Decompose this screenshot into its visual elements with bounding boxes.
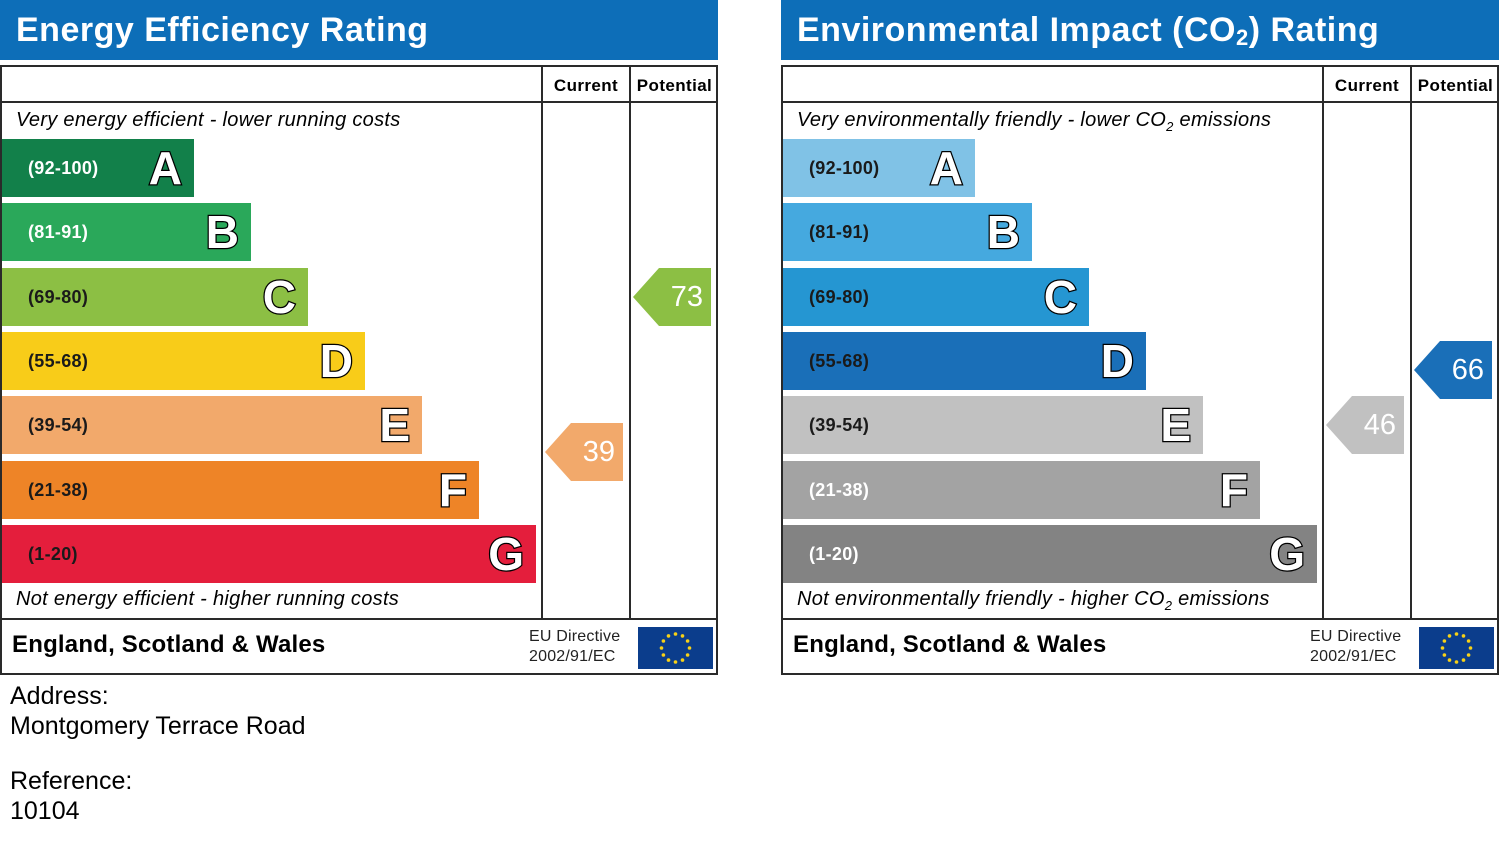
- eu-star: [1454, 660, 1459, 664]
- band-f: (21-38) F: [2, 460, 479, 519]
- band-range-label: (1-20): [28, 543, 78, 564]
- column-current: Current: [553, 76, 619, 95]
- eu-star: [1440, 646, 1445, 650]
- band-e: (39-54) E: [783, 396, 1203, 455]
- eu-star: [673, 632, 678, 636]
- current-rating-arrow: 39: [545, 423, 623, 482]
- band-letter: A: [148, 141, 184, 196]
- band-letter: E: [1159, 398, 1192, 453]
- eu-star: [1466, 639, 1471, 643]
- band-range-label: (21-38): [809, 479, 870, 500]
- footer-country: England, Scotland & Wales: [793, 631, 1107, 658]
- band-b: (81-91) B: [2, 203, 251, 262]
- bottom-note: Not energy efficient - higher running co…: [16, 588, 400, 610]
- reference-label: Reference:: [10, 767, 133, 795]
- band-range-label: (55-68): [809, 350, 870, 371]
- band-letter: D: [319, 334, 355, 389]
- eu-star: [685, 653, 690, 657]
- band-range-label: (39-54): [809, 415, 870, 436]
- band-letter: C: [1043, 269, 1079, 324]
- band-range-label: (92-100): [28, 158, 99, 178]
- band-letter: C: [262, 269, 298, 324]
- eu-star: [687, 646, 692, 650]
- potential-rating-arrow: 73: [633, 267, 711, 326]
- top-note: Very environmentally friendly - lower CO…: [797, 109, 1272, 134]
- potential-rating-arrow: 66: [1414, 340, 1492, 399]
- eu-star: [680, 658, 685, 662]
- energy-efficiency-panel: Energy Efficiency Rating Current Potenti…: [0, 0, 718, 676]
- band-b: (81-91) B: [783, 203, 1032, 262]
- top-note: Very energy efficient - lower running co…: [16, 109, 401, 131]
- eu-star: [1454, 632, 1459, 636]
- panel-title: Environmental Impact (CO2) Rating: [781, 0, 1499, 60]
- band-g: (1-20) G: [2, 524, 536, 583]
- band-g: (1-20) G: [783, 524, 1317, 583]
- band-range-label: (55-68): [28, 350, 89, 371]
- eu-star: [1442, 653, 1447, 657]
- eu-star: [1447, 634, 1452, 638]
- column-potential: Potential: [636, 76, 713, 95]
- eu-star: [1466, 653, 1471, 657]
- band-range-label: (21-38): [28, 479, 89, 500]
- band-range-label: (69-80): [809, 286, 870, 307]
- band-a: (92-100) A: [783, 139, 975, 197]
- eu-star: [1442, 639, 1447, 643]
- band-letter: A: [929, 141, 965, 196]
- band-range-label: (81-91): [28, 222, 89, 243]
- band-range-label: (92-100): [809, 158, 880, 178]
- eu-star: [661, 639, 666, 643]
- footer-country: England, Scotland & Wales: [12, 631, 326, 658]
- eu-star: [666, 634, 671, 638]
- eu-directive: EU Directive 2002/91/EC: [1310, 628, 1402, 665]
- band-letter: F: [438, 462, 469, 517]
- band-letter: G: [1268, 527, 1306, 582]
- environmental-impact-panel: Environmental Impact (CO2) Rating Curren…: [781, 0, 1499, 676]
- current-rating-value: 39: [582, 436, 615, 469]
- rating-frame: Current Potential Very energy efficient …: [0, 65, 718, 675]
- band-d: (55-68) D: [2, 331, 365, 390]
- address-value: Montgomery Terrace Road: [10, 712, 306, 740]
- eu-star: [1461, 658, 1466, 662]
- eu-directive: EU Directive 2002/91/EC: [529, 628, 621, 665]
- eu-star: [673, 660, 678, 664]
- eu-star: [680, 634, 685, 638]
- eu-star: [1468, 646, 1473, 650]
- eu-star: [661, 653, 666, 657]
- band-c: (69-80) C: [783, 267, 1089, 326]
- band-letter: B: [205, 205, 241, 260]
- band-letter: E: [378, 398, 411, 453]
- column-potential: Potential: [1417, 76, 1494, 95]
- eu-star: [666, 658, 671, 662]
- eu-star: [1447, 658, 1452, 662]
- panel-title: Energy Efficiency Rating: [0, 0, 718, 60]
- eu-star: [685, 639, 690, 643]
- band-a: (92-100) A: [2, 139, 194, 197]
- eu-star: [659, 646, 664, 650]
- band-range-label: (39-54): [28, 415, 89, 436]
- current-rating-value: 46: [1363, 409, 1396, 442]
- potential-rating-value: 66: [1451, 353, 1484, 386]
- band-d: (55-68) D: [783, 331, 1146, 390]
- band-letter: B: [986, 205, 1022, 260]
- column-current: Current: [1334, 76, 1400, 95]
- current-rating-arrow: 46: [1326, 396, 1404, 455]
- band-letter: F: [1219, 462, 1250, 517]
- band-e: (39-54) E: [2, 396, 422, 455]
- address-label: Address:: [10, 682, 109, 710]
- eu-flag-icon: [638, 627, 713, 669]
- rating-frame: Current Potential Very environmentally f…: [781, 65, 1499, 675]
- eu-flag-icon: [1419, 627, 1494, 669]
- reference-value: 10104: [10, 797, 80, 825]
- band-range-label: (69-80): [28, 286, 89, 307]
- band-range-label: (81-91): [809, 222, 870, 243]
- band-f: (21-38) F: [783, 460, 1260, 519]
- band-letter: D: [1100, 334, 1136, 389]
- band-range-label: (1-20): [809, 543, 859, 564]
- bottom-note: Not environmentally friendly - higher CO…: [797, 588, 1270, 613]
- band-c: (69-80) C: [2, 267, 308, 326]
- eu-star: [1461, 634, 1466, 638]
- potential-rating-value: 73: [670, 280, 703, 313]
- band-letter: G: [487, 527, 525, 582]
